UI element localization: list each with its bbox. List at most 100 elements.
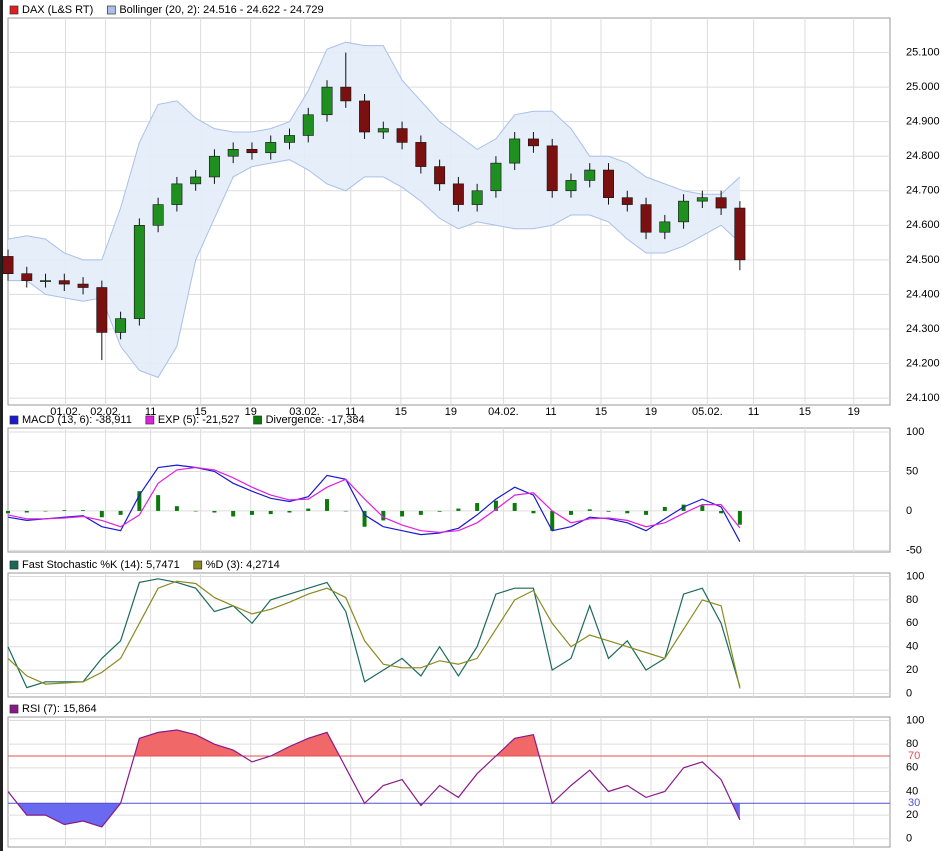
x-tick-label: 02.02. xyxy=(90,406,121,418)
y-tick-label: 0 xyxy=(906,687,912,699)
candle-body xyxy=(490,162,502,192)
histogram-bar xyxy=(174,506,179,511)
candle-body xyxy=(208,155,220,178)
candle-body xyxy=(40,280,51,282)
candle-body xyxy=(321,86,333,116)
candle-body xyxy=(377,128,389,133)
y-tick-label: 40 xyxy=(906,641,918,653)
candle-body xyxy=(284,135,295,143)
histogram-bar xyxy=(362,510,367,527)
histogram-bar xyxy=(681,504,686,511)
histogram-bar xyxy=(475,503,480,511)
candle-body xyxy=(734,207,746,261)
threshold-label: 70 xyxy=(908,750,920,762)
candle-body xyxy=(227,149,239,157)
legend-swatch xyxy=(9,560,19,570)
histogram-bar xyxy=(550,510,555,531)
histogram-bar xyxy=(644,510,649,515)
y-tick-label: -50 xyxy=(906,544,922,556)
band-upper xyxy=(7,41,741,261)
histogram-bar xyxy=(118,510,123,515)
y-tick-label: 24.500 xyxy=(906,254,940,266)
histogram-bar xyxy=(587,509,592,511)
legend-label: DAX (L&S RT) xyxy=(22,4,93,16)
histogram-bar xyxy=(24,510,29,513)
candle-body xyxy=(621,197,633,205)
histogram-bar xyxy=(456,508,461,511)
candle-body xyxy=(584,169,596,181)
x-tick-label: 15 xyxy=(799,406,811,418)
histogram-bar xyxy=(737,510,742,525)
band-lower xyxy=(8,159,741,379)
x-tick-label: 15 xyxy=(195,406,207,418)
candle-body xyxy=(340,86,352,102)
histogram-bar xyxy=(493,500,498,511)
left-edge xyxy=(0,0,3,851)
candle-body xyxy=(396,128,408,143)
histogram-bar xyxy=(43,510,48,512)
histogram-bar xyxy=(81,510,86,511)
legend-label: RSI (7): 15,864 xyxy=(22,703,97,715)
legend-label: Bollinger (20, 2): 24.516 - 24.622 - 24.… xyxy=(119,4,323,16)
y-tick-label: 100 xyxy=(906,714,924,726)
x-tick-label: 03.02. xyxy=(289,406,320,418)
panel xyxy=(7,427,891,553)
band-area xyxy=(8,42,740,378)
candle-body xyxy=(96,287,108,333)
histogram-bar xyxy=(437,510,442,512)
x-tick-label: 11 xyxy=(748,406,759,418)
histogram-bar xyxy=(287,510,292,513)
threshold-fill xyxy=(8,730,740,756)
y-tick-label: 0 xyxy=(906,505,912,517)
series-line xyxy=(7,466,741,533)
candle-body xyxy=(696,197,708,202)
candle-body xyxy=(190,176,202,185)
candle-body xyxy=(133,225,145,319)
histogram-bar xyxy=(625,510,630,514)
x-tick-label: 11 xyxy=(345,406,356,418)
legend-label: Divergence: -17,384 xyxy=(266,414,365,426)
y-tick-label: 60 xyxy=(906,762,918,774)
candle-body xyxy=(77,283,89,288)
histogram-bar xyxy=(231,510,236,517)
candle-body xyxy=(302,114,314,136)
series-line xyxy=(7,580,741,689)
candle-body xyxy=(415,142,427,167)
histogram-bar xyxy=(568,510,573,515)
candle-body xyxy=(471,190,483,205)
legend-label: EXP (5): -21,527 xyxy=(158,414,240,426)
x-tick-label: 15 xyxy=(595,406,607,418)
candle-body xyxy=(2,256,14,274)
y-tick-label: 24.600 xyxy=(906,219,940,231)
legend-swatch xyxy=(193,560,203,570)
histogram-bar xyxy=(156,495,161,511)
candle-body xyxy=(640,204,652,233)
series-line xyxy=(7,729,741,828)
y-tick-label: 100 xyxy=(906,570,924,582)
histogram-bar xyxy=(193,510,198,512)
y-tick-label: 25.100 xyxy=(906,46,940,58)
candle-body xyxy=(115,318,127,333)
histogram-bar xyxy=(99,510,104,518)
candle-body xyxy=(509,138,521,164)
candle-body xyxy=(659,221,671,233)
y-tick-label: 20 xyxy=(906,809,918,821)
y-tick-label: 80 xyxy=(906,594,918,606)
panel xyxy=(7,716,891,848)
legend-swatch xyxy=(9,704,19,714)
candle-body xyxy=(246,149,258,154)
y-tick-label: 60 xyxy=(906,617,918,629)
candle-body xyxy=(152,204,164,226)
x-tick-label: 19 xyxy=(245,406,257,418)
histogram-bar xyxy=(606,510,611,512)
y-tick-label: 0 xyxy=(906,833,912,845)
legend-label: %D (3): 4,2714 xyxy=(206,559,280,571)
candle-body xyxy=(171,183,183,205)
x-tick-label: 05.02. xyxy=(692,406,723,418)
legend-label: Fast Stochastic %K (14): 5,7471 xyxy=(22,559,180,571)
y-tick-label: 20 xyxy=(906,664,918,676)
x-tick-label: 15 xyxy=(395,406,407,418)
candle-body xyxy=(715,197,727,209)
candle-body xyxy=(603,169,614,198)
